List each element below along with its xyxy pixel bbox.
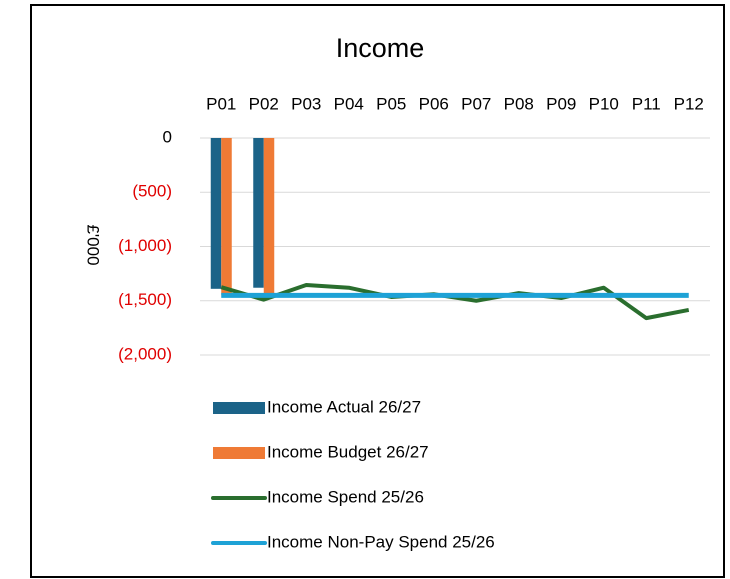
x-tick-label: P04 — [334, 94, 364, 113]
x-tick-label: P12 — [674, 94, 704, 113]
y-tick-label: (1,000) — [118, 236, 172, 255]
legend-swatch — [213, 447, 265, 459]
y-tick-label: (1,500) — [118, 290, 172, 309]
y-tick-label: (500) — [132, 182, 172, 201]
x-tick-label: P08 — [504, 94, 534, 113]
x-tick-label: P09 — [546, 94, 576, 113]
legend-swatch — [213, 402, 265, 414]
legend-label: Income Spend 25/26 — [267, 487, 424, 506]
bar — [210, 138, 222, 289]
bar — [221, 138, 232, 296]
x-tick-label: P10 — [589, 94, 619, 113]
x-tick-label: P06 — [419, 94, 449, 113]
x-tick-label: P11 — [632, 94, 661, 113]
x-tick-label: P03 — [291, 94, 321, 113]
bar — [253, 138, 264, 288]
x-tick-label: P07 — [461, 94, 491, 113]
chart-title: Income — [336, 33, 425, 63]
x-tick-label: P01 — [206, 94, 236, 113]
y-tick-label: 0 — [163, 127, 172, 146]
legend-label: Income Budget 26/27 — [267, 442, 429, 461]
legend-label: Income Non-Pay Spend 25/26 — [267, 532, 495, 551]
x-tick-label: P02 — [249, 94, 279, 113]
y-tick-label: (2,000) — [118, 344, 172, 363]
y-axis-label: £'000 — [84, 224, 103, 265]
bar — [263, 138, 275, 296]
legend-label: Income Actual 26/27 — [267, 397, 421, 416]
x-tick-label: P05 — [376, 94, 406, 113]
